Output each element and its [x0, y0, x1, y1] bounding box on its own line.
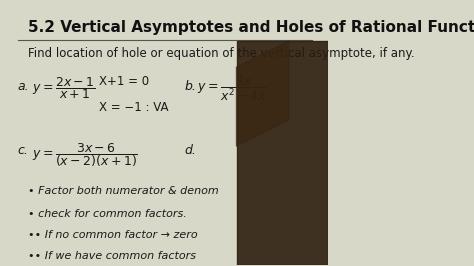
Polygon shape: [237, 41, 328, 265]
Text: $y=\dfrac{3x-6}{(x-2)(x+1)}$: $y=\dfrac{3x-6}{(x-2)(x+1)}$: [32, 141, 138, 169]
Text: • Factor both numerator & denom: • Factor both numerator & denom: [27, 186, 218, 196]
Text: 5.2 Vertical Asymptotes and Holes of Rational Functions: 5.2 Vertical Asymptotes and Holes of Rat…: [27, 20, 474, 35]
Text: c.: c.: [18, 144, 28, 156]
Text: $y=\dfrac{2x-1}{x+1}$: $y=\dfrac{2x-1}{x+1}$: [32, 75, 96, 101]
Text: a.: a.: [18, 80, 29, 93]
Text: Find location of hole or equation of the vertical asymptote, if any.: Find location of hole or equation of the…: [27, 47, 414, 60]
Text: •• If we have common factors: •• If we have common factors: [27, 251, 195, 261]
Text: b.: b.: [184, 80, 196, 93]
Text: X = −1 : VA: X = −1 : VA: [100, 101, 169, 114]
Text: •• If no common factor → zero: •• If no common factor → zero: [27, 230, 197, 240]
Text: • check for common factors.: • check for common factors.: [27, 209, 186, 219]
Text: X+1 = 0: X+1 = 0: [100, 75, 149, 88]
Text: $y=\dfrac{8x}{x^2-4x}$: $y=\dfrac{8x}{x^2-4x}$: [197, 75, 267, 103]
Text: d.: d.: [184, 144, 196, 156]
Polygon shape: [237, 41, 289, 146]
